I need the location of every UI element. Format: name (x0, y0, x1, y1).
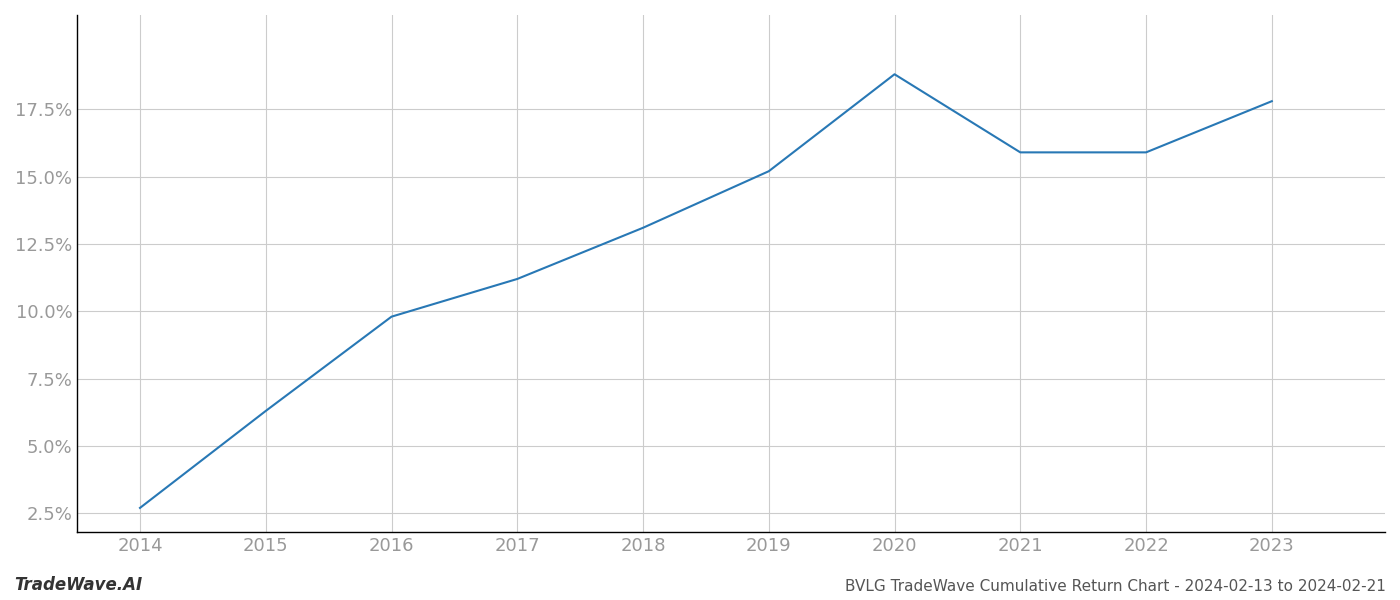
Text: TradeWave.AI: TradeWave.AI (14, 576, 143, 594)
Text: BVLG TradeWave Cumulative Return Chart - 2024-02-13 to 2024-02-21: BVLG TradeWave Cumulative Return Chart -… (846, 579, 1386, 594)
